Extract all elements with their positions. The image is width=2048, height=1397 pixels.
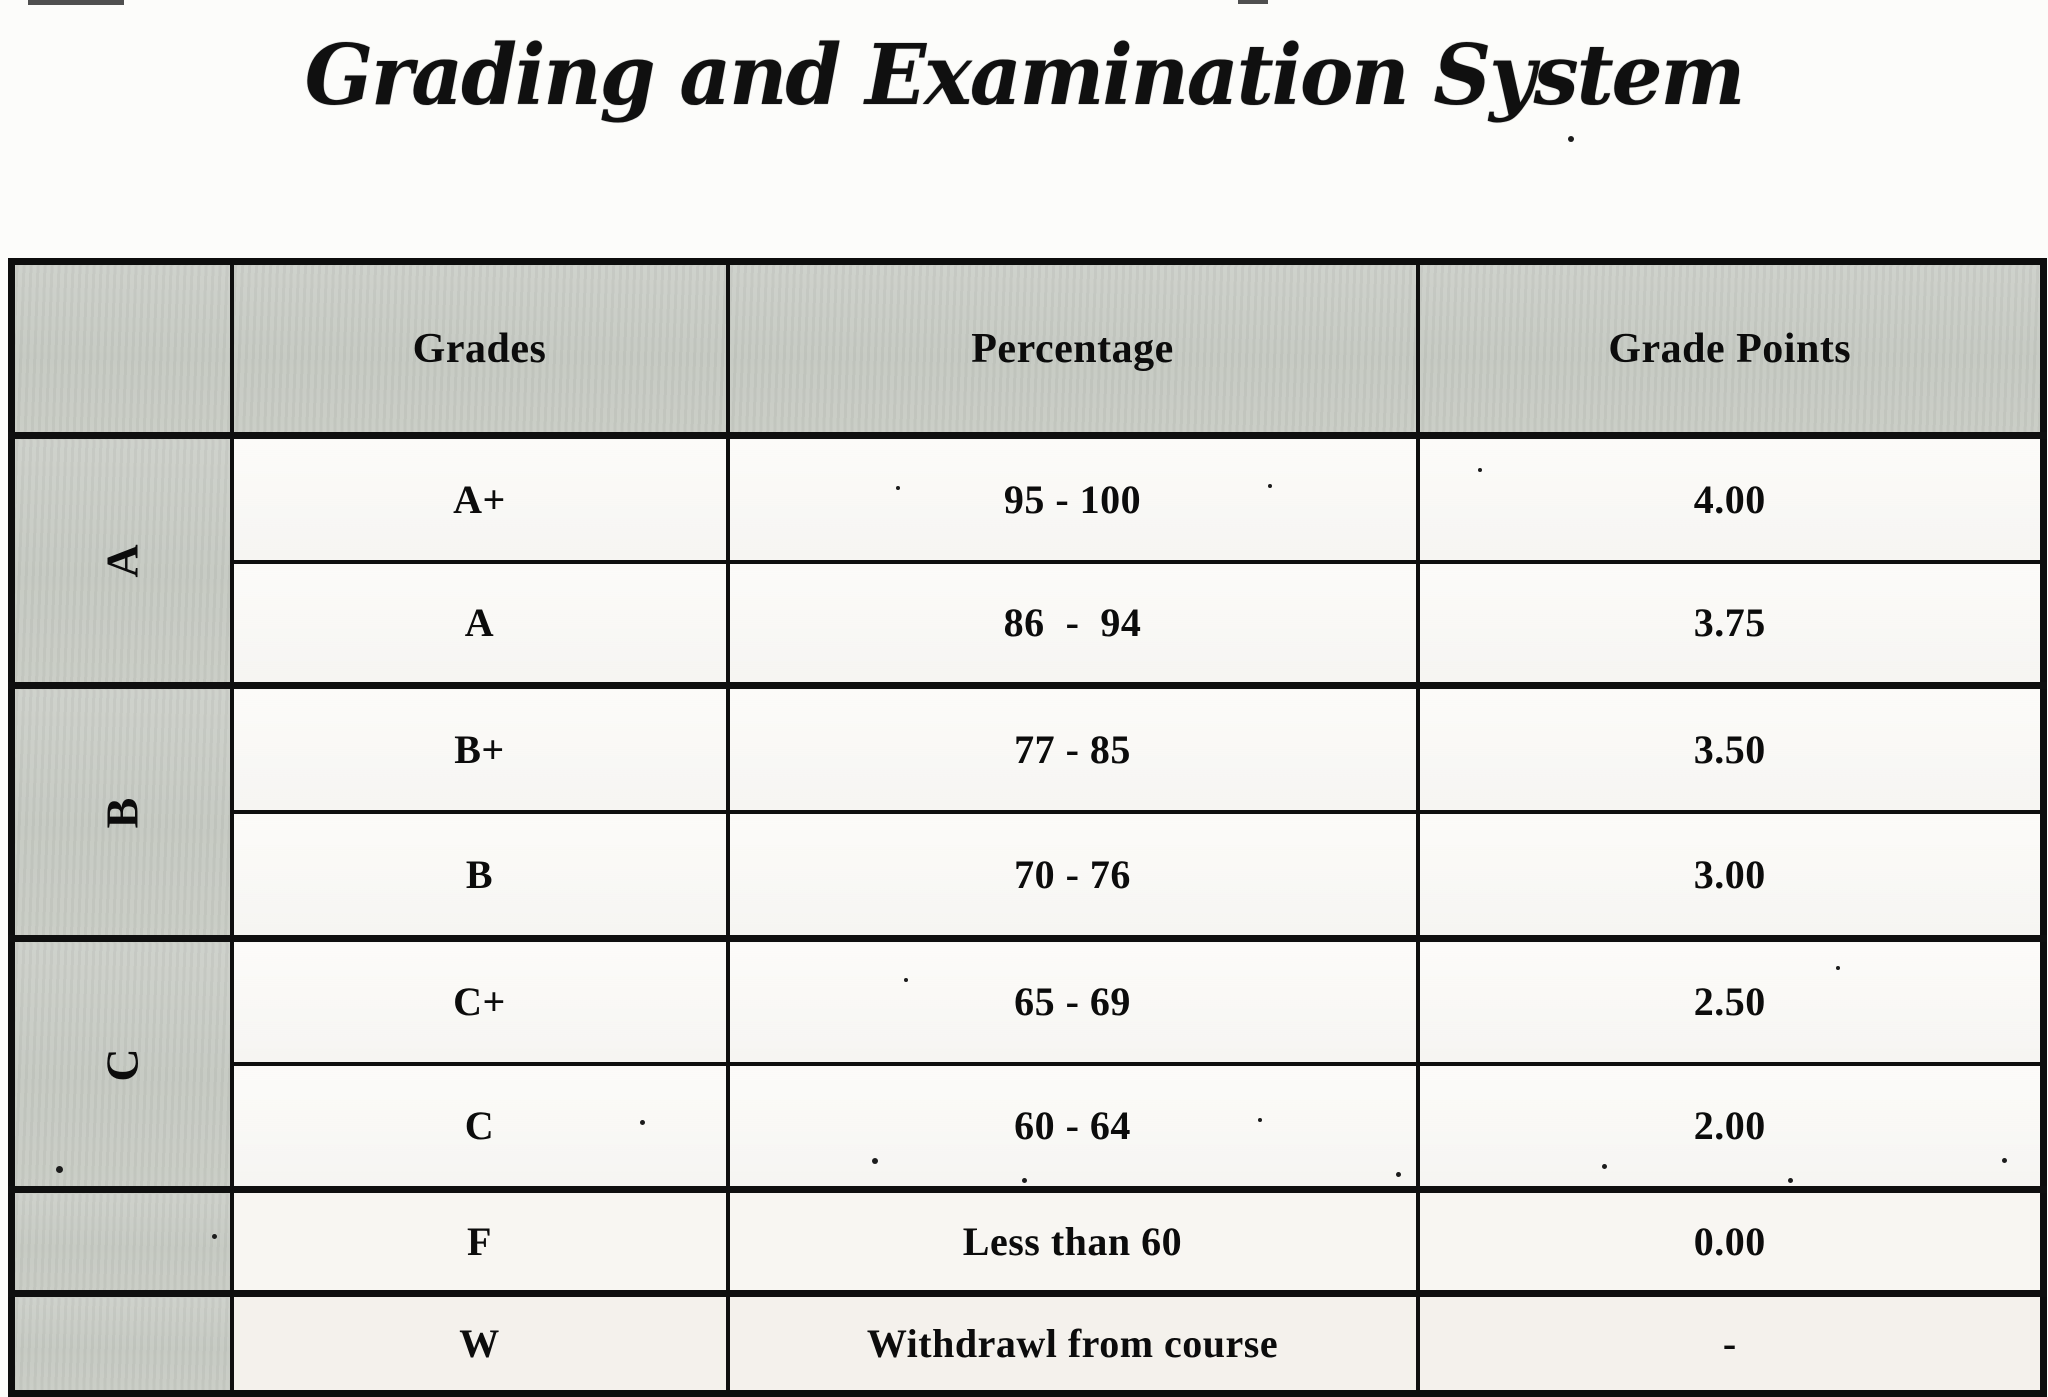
- scan-speckle: [2002, 1158, 2007, 1163]
- scan-speckle: [1478, 468, 1482, 472]
- group-cell-w: [9, 1290, 234, 1396]
- points-cell: -: [1415, 1290, 2046, 1396]
- group-cell-b: B: [9, 682, 234, 941]
- scan-speckle: [1788, 1178, 1793, 1183]
- grade-cell: B: [229, 810, 730, 941]
- table-row: F Less than 60 0.00: [9, 1186, 2046, 1296]
- points-cell: 0.00: [1415, 1186, 2046, 1296]
- group-cell-c: C: [9, 935, 234, 1192]
- percentage-cell: 70 - 76: [725, 810, 1420, 941]
- scan-speckle: [1396, 1172, 1401, 1177]
- points-cell: 2.00: [1415, 1062, 2046, 1192]
- group-label-a: A: [96, 543, 148, 578]
- table-row: A 86 - 94 3.75: [12, 560, 2046, 688]
- scan-speckle: [1836, 966, 1840, 970]
- percentage-cell: 95 - 100: [725, 432, 1420, 564]
- scan-edge-artifact: [28, 0, 124, 5]
- table-header-row: Grades Percentage Grade Points: [9, 260, 2046, 439]
- scan-speckle: [1602, 1164, 1607, 1169]
- grading-table: Grades Percentage Grade Points A A+ 95 -…: [8, 258, 2047, 1397]
- points-cell: 3.75: [1415, 560, 2046, 688]
- header-cell-row-group: [9, 260, 234, 439]
- table-row: B B+ 77 - 85 3.50: [9, 682, 2046, 941]
- grade-cell: F: [229, 1186, 730, 1296]
- scan-speckle: [1258, 1118, 1262, 1122]
- grade-cell: C+: [229, 935, 730, 1066]
- group-label-b: B: [96, 796, 148, 828]
- header-cell-grades: Grades: [229, 260, 730, 439]
- header-cell-grade-points: Grade Points: [1415, 260, 2046, 439]
- group-cell-a: A: [9, 432, 234, 688]
- scan-speckle: [212, 1234, 217, 1239]
- scan-speckle: [1022, 1178, 1027, 1183]
- percentage-cell: 65 - 69: [725, 935, 1420, 1066]
- percentage-cell: 60 - 64: [725, 1062, 1420, 1192]
- percentage-cell: 86 - 94: [725, 560, 1420, 688]
- scan-speckle: [904, 978, 908, 982]
- scan-speckle: [896, 486, 900, 490]
- page-title: Grading and Examination System: [304, 26, 1745, 124]
- table-row: A A+ 95 - 100 4.00: [9, 432, 2046, 688]
- points-cell: 4.00: [1415, 432, 2046, 564]
- scan-speckle: [640, 1120, 645, 1125]
- grade-cell: A: [229, 560, 730, 688]
- percentage-cell: 77 - 85: [725, 682, 1420, 814]
- grade-cell: A+: [229, 432, 730, 564]
- scan-edge-artifact: [1238, 0, 1268, 4]
- scan-speckle: [872, 1158, 878, 1164]
- grade-cell: C: [229, 1062, 730, 1192]
- percentage-cell: Withdrawl from course: [725, 1290, 1420, 1396]
- table-row: C C+ 65 - 69 2.50: [9, 935, 2046, 1192]
- table-row: C 60 - 64 2.00: [12, 1062, 2046, 1192]
- points-cell: 2.50: [1415, 935, 2046, 1066]
- group-label-c: C: [96, 1046, 148, 1082]
- scan-speckle: [1268, 484, 1272, 488]
- points-cell: 3.00: [1415, 810, 2046, 941]
- group-cell-f: [9, 1186, 234, 1296]
- points-cell: 3.50: [1415, 682, 2046, 814]
- grade-cell: B+: [229, 682, 730, 814]
- table-row: B 70 - 76 3.00: [12, 810, 2046, 941]
- header-cell-percentage: Percentage: [725, 260, 1420, 439]
- percentage-cell: Less than 60: [725, 1186, 1420, 1296]
- scan-speckle: [1568, 136, 1574, 142]
- grade-cell: W: [229, 1290, 730, 1396]
- scan-speckle: [56, 1166, 63, 1173]
- table-row: W Withdrawl from course -: [9, 1290, 2046, 1396]
